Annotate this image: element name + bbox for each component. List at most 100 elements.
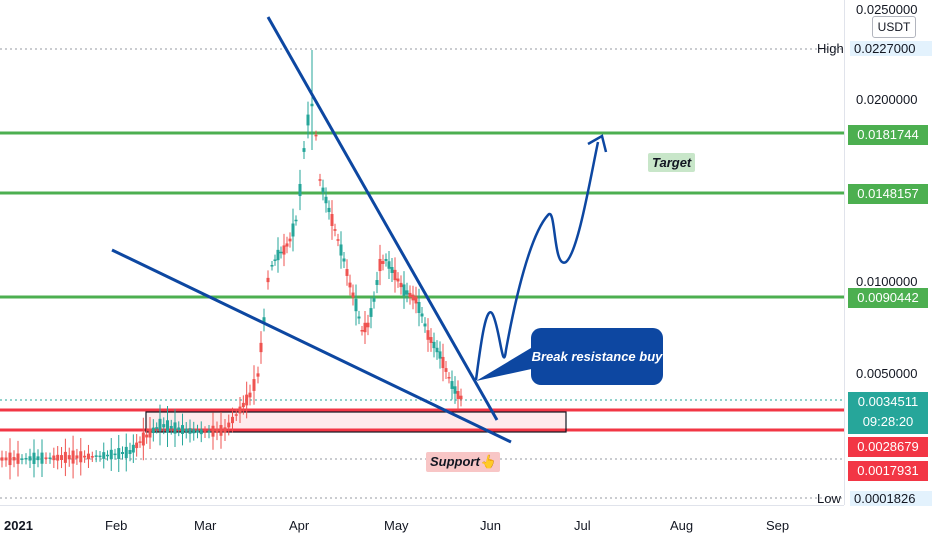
candle-body [345, 269, 349, 276]
candle-body [211, 425, 215, 437]
candle-body [169, 425, 173, 429]
candle-body [207, 430, 211, 433]
x-tick: Jul [574, 518, 591, 533]
candle-body [306, 114, 310, 126]
candle-body [282, 245, 286, 255]
candle-body [396, 278, 400, 282]
candle-body [131, 444, 135, 453]
candle-body [351, 292, 355, 298]
candle-body [135, 442, 139, 449]
x-tick: Aug [670, 518, 694, 533]
candle-body [330, 214, 334, 226]
candle-body [399, 282, 403, 288]
candle-body [363, 322, 367, 333]
x-tick: Sep [766, 518, 790, 533]
candle-body [314, 134, 318, 137]
candle-body [151, 427, 155, 434]
candle-body [450, 381, 454, 389]
candle-body [98, 455, 102, 458]
candle-body [94, 455, 98, 457]
candle-body [90, 456, 94, 458]
candle-body [196, 430, 199, 433]
y-tick: 0.0250000 [856, 2, 918, 17]
candle-body [173, 422, 177, 434]
candle-body [238, 406, 242, 414]
candle-body [20, 458, 24, 460]
y-tick: 0.0050000 [856, 366, 918, 381]
x-tick: Mar [194, 518, 217, 533]
candle-body [381, 261, 385, 264]
candle-body [158, 418, 162, 432]
candle-body [321, 187, 325, 193]
level-tag: 0.0017931 [848, 461, 928, 481]
candle-body [291, 223, 295, 237]
candle-body [36, 456, 40, 461]
candle-body [245, 394, 249, 406]
candle-body [63, 451, 67, 463]
candle-body [219, 425, 223, 436]
candle-body [259, 342, 263, 353]
candle-body [86, 453, 90, 460]
candle-body [298, 183, 302, 197]
candle-body [32, 452, 36, 464]
candle-body [223, 427, 227, 433]
candle-body [366, 322, 370, 328]
time-axis[interactable]: 2021 Feb Mar Apr May Jun Jul Aug Sep [0, 505, 844, 551]
candle-body [453, 386, 457, 394]
candle-body [117, 448, 121, 459]
level-tag: 0.0090442 [848, 288, 928, 308]
candle-body [276, 249, 280, 261]
candle-body [339, 244, 343, 256]
candle-body [348, 282, 352, 288]
high-label: High [817, 41, 844, 56]
candle-body [336, 239, 340, 241]
candle-body [360, 329, 364, 332]
bar-countdown: 09:28:20 [862, 414, 914, 429]
candle-body [447, 377, 451, 379]
resistance-trendline [266, 16, 499, 421]
candle-body [327, 207, 331, 213]
currency-unit[interactable]: USDT [872, 16, 916, 38]
candle-body [52, 455, 56, 461]
candle-body [28, 456, 32, 461]
candle-body [128, 450, 132, 454]
support-trendline [111, 248, 512, 444]
candle-body [184, 428, 188, 432]
candle-body [402, 284, 406, 296]
candle-body [387, 261, 391, 269]
candle-body [405, 290, 409, 295]
target-label: Target [648, 153, 696, 172]
candle-body [141, 432, 145, 446]
candle-body [67, 455, 71, 460]
candle-body [342, 258, 346, 262]
candle-body [181, 425, 184, 434]
candle-body [148, 428, 152, 438]
candle-body [393, 269, 397, 281]
y-tick: 0.0100000 [856, 274, 918, 289]
candle-body [113, 453, 117, 456]
x-tick: May [384, 518, 409, 533]
candle-body [441, 356, 445, 369]
callout-text: Break resistance buy [531, 349, 663, 364]
candle-body [124, 446, 128, 459]
candle-body [270, 264, 274, 267]
candle-body [444, 368, 448, 372]
candle-body [83, 455, 87, 458]
candle-body [44, 457, 48, 459]
candle-body [60, 455, 64, 460]
level-tag: 0.0181744 [848, 125, 928, 145]
candle-body [423, 323, 427, 327]
y-tick: 0.0200000 [856, 92, 918, 107]
callout-box: Break resistance buy [531, 328, 663, 385]
candle-body [4, 457, 8, 461]
candle-body [192, 429, 196, 434]
candle-body [56, 454, 60, 461]
x-tick: 2021 [4, 518, 33, 533]
candle-body [188, 428, 192, 434]
candle-body [294, 219, 298, 222]
candle-body [333, 229, 337, 231]
candle-body [40, 452, 44, 464]
candle-body [357, 316, 361, 319]
candle-body [75, 455, 79, 459]
